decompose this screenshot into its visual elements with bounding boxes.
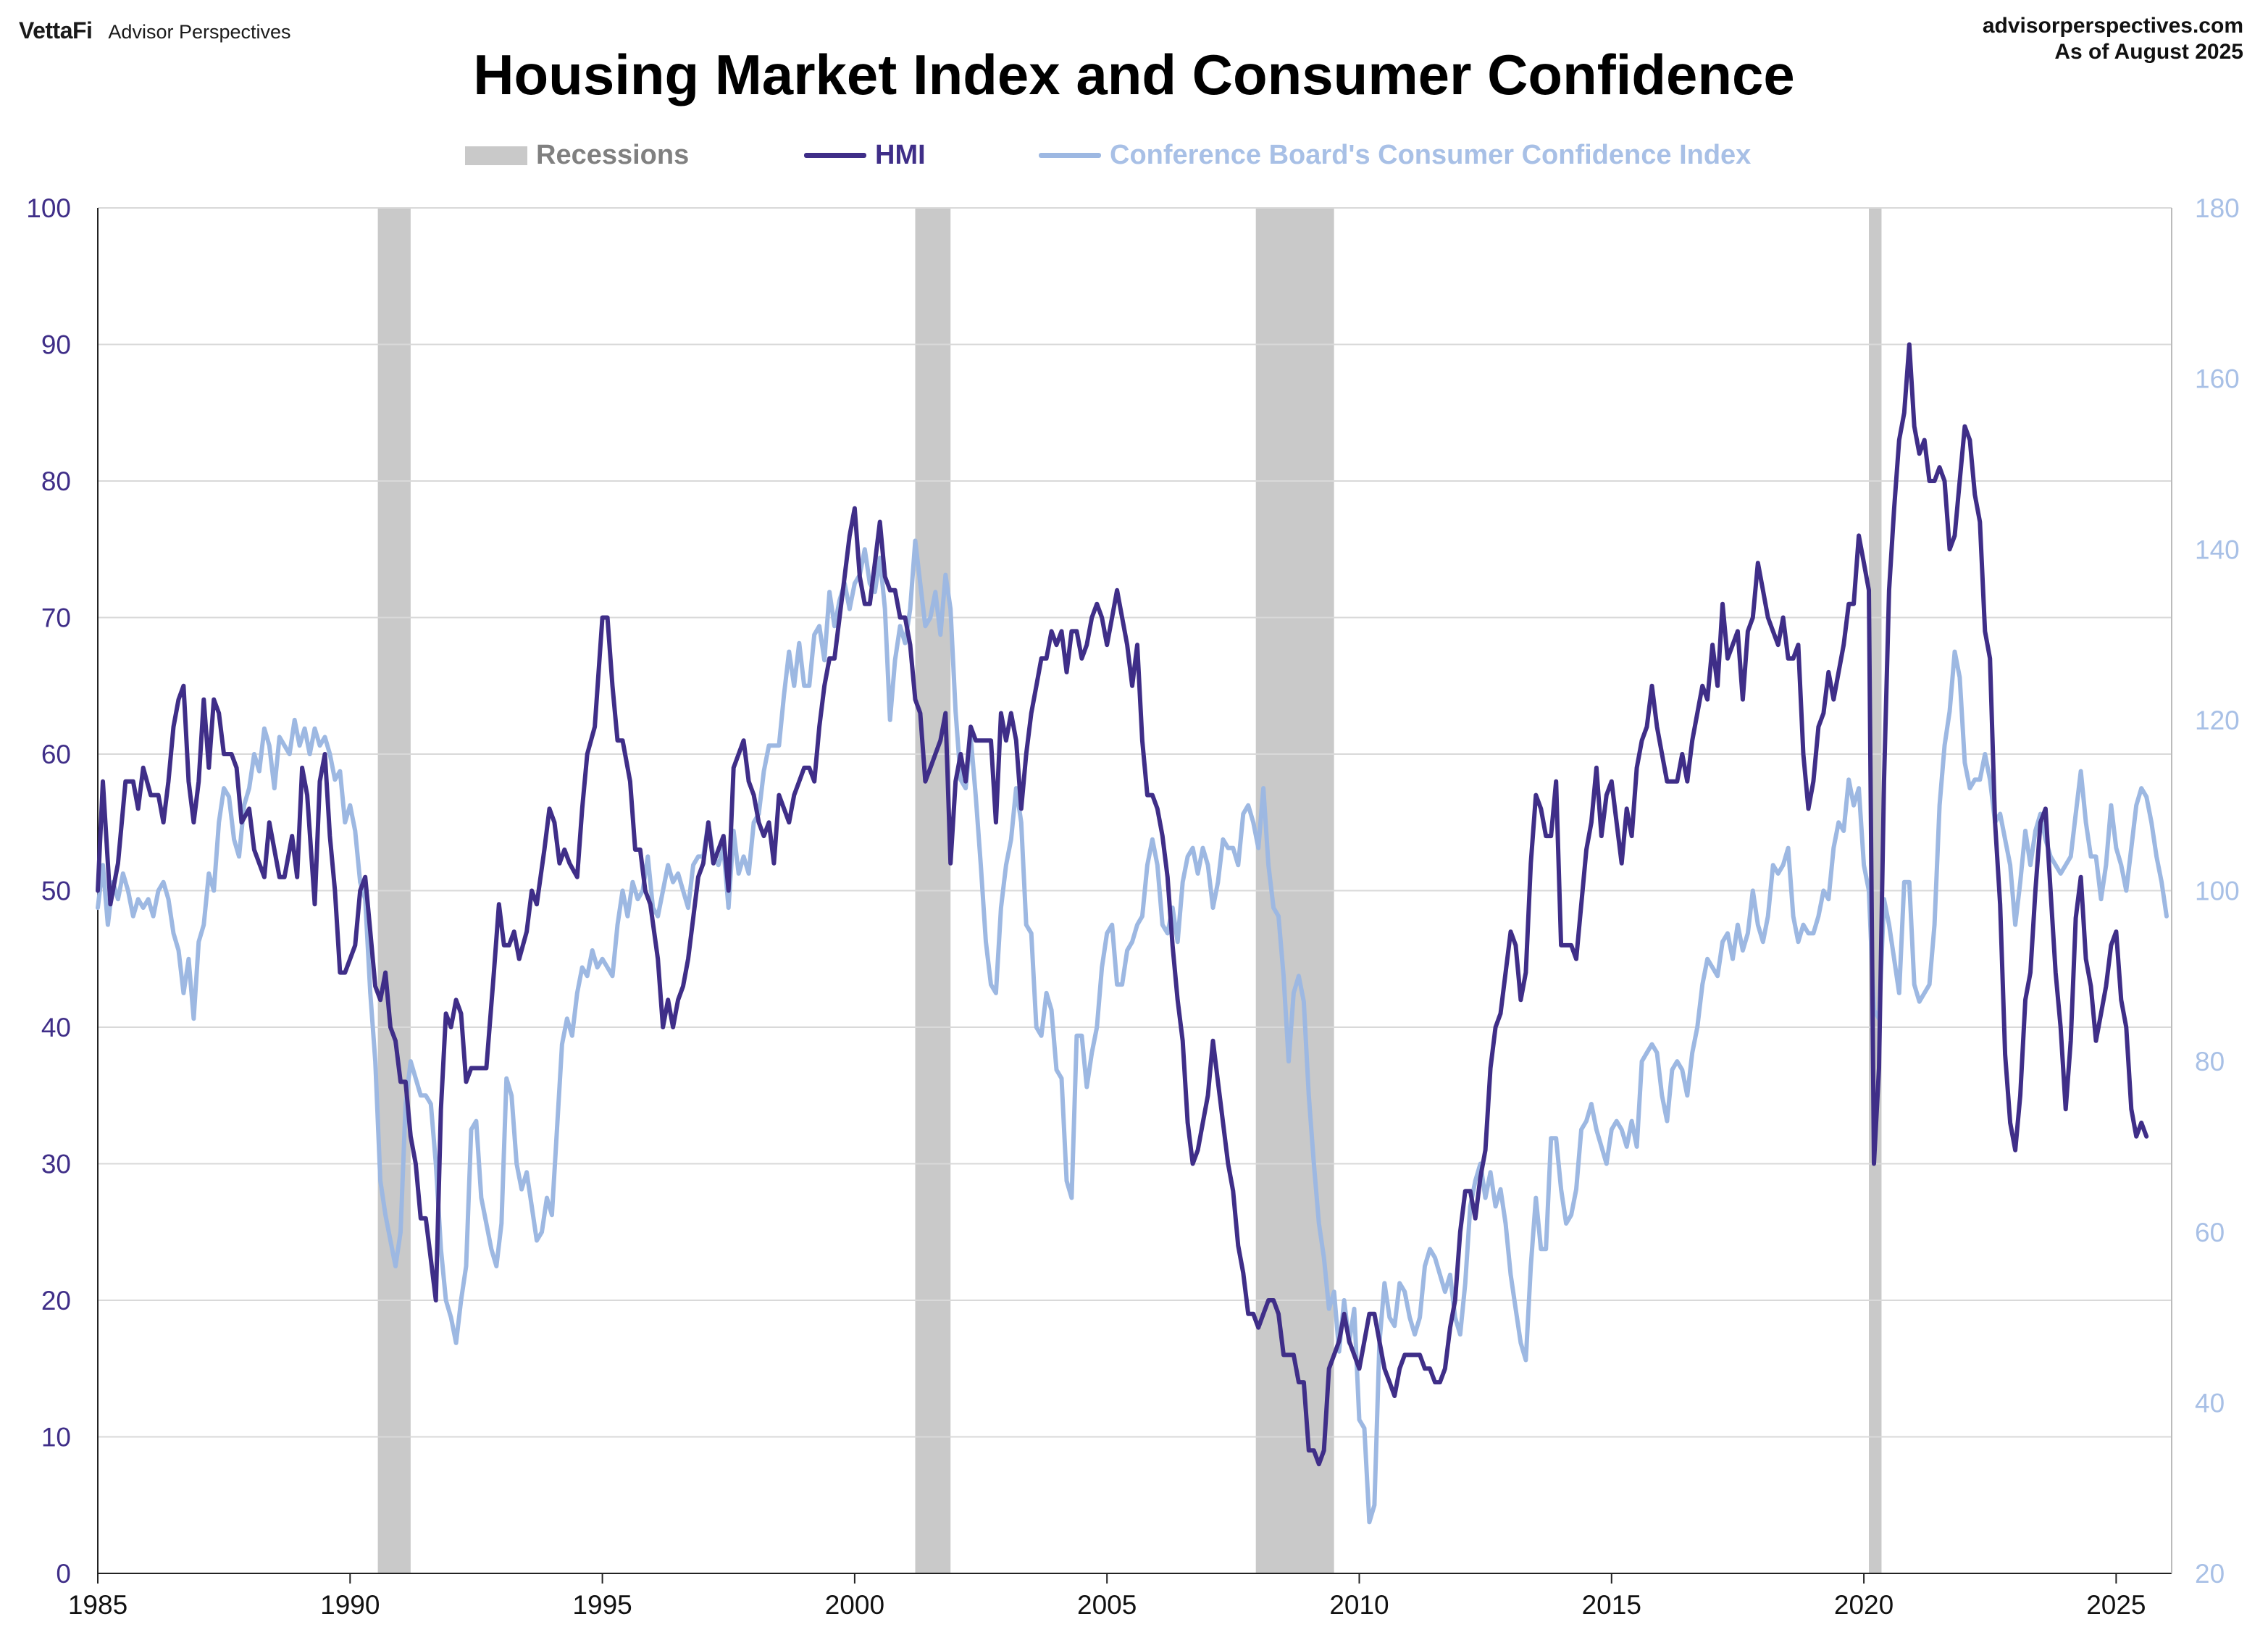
y-tick-label: 20 (41, 1286, 71, 1316)
y2-tick-label: 60 (2195, 1218, 2225, 1247)
y2-tick-label: 80 (2195, 1047, 2225, 1076)
legend-item-recessions: Recessions (465, 140, 689, 171)
x-tick-label: 1985 (68, 1590, 127, 1620)
y-tick-label: 60 (41, 740, 71, 769)
legend-swatch-hmi (804, 153, 866, 158)
y2-tick-label: 120 (2195, 706, 2240, 735)
y2-tick-label: 20 (2195, 1559, 2225, 1589)
legend-swatch-recessions (465, 146, 527, 165)
chart-legend: Recessions HMI Conference Board's Consum… (0, 140, 2268, 176)
x-tick-label: 1995 (572, 1590, 632, 1620)
chart-title: Housing Market Index and Consumer Confid… (473, 43, 1795, 106)
source-url: advisorperspectives.com (1982, 14, 2243, 38)
tick-labels: 0 10 20 30 40 50 60 70 80 90 100 20 40 60 80 100 120 140 1… (26, 193, 2239, 1620)
brand-name: VettaFi (19, 17, 93, 43)
source-block: advisorperspectives.com As of August 202… (1983, 13, 2243, 65)
x-tick-label: 2025 (2086, 1590, 2146, 1620)
x-tick-label: 2015 (1582, 1590, 1641, 1620)
y2-tick-label: 140 (2195, 535, 2240, 564)
x-tick-label: 2010 (1329, 1590, 1389, 1620)
y-tick-label: 80 (41, 467, 71, 496)
x-tick-label: 1990 (320, 1590, 380, 1620)
y-tick-label: 0 (56, 1559, 71, 1589)
brand-subtitle: Advisor Perspectives (108, 21, 291, 43)
y-tick-label: 100 (26, 193, 71, 223)
y2-tick-label: 160 (2195, 364, 2240, 394)
grid-lines (98, 207, 2172, 1438)
y2-tick-label: 40 (2195, 1388, 2225, 1418)
legend-label-cci: Conference Board's Consumer Confidence I… (1110, 140, 1752, 170)
brand-logo: VettaFi Advisor Perspectives (19, 17, 291, 44)
y-tick-label: 70 (41, 603, 71, 633)
y-tick-label: 30 (41, 1150, 71, 1179)
y-tick-label: 50 (41, 877, 71, 906)
x-tick-label: 2000 (825, 1590, 884, 1620)
as-of-date: As of August 2025 (2054, 40, 2243, 64)
x-tick-label: 2020 (1834, 1590, 1894, 1620)
legend-label-recessions: Recessions (536, 140, 690, 170)
y2-tick-label: 100 (2195, 877, 2240, 906)
hmi-series (96, 342, 2149, 1467)
y-tick-label: 90 (41, 330, 71, 360)
y2-tick-label: 180 (2195, 193, 2240, 223)
y-tick-label: 10 (41, 1423, 71, 1452)
legend-label-hmi: HMI (875, 140, 926, 170)
x-tick-label: 2005 (1077, 1590, 1137, 1620)
series-line-hmi (96, 342, 2149, 1467)
y-tick-label: 40 (41, 1013, 71, 1042)
legend-swatch-cci (1039, 153, 1101, 158)
legend-item-hmi: HMI (804, 140, 926, 171)
legend-item-cci: Conference Board's Consumer Confidence I… (1039, 140, 1751, 171)
cci-series (96, 538, 2169, 1525)
series-line-cci (96, 538, 2169, 1525)
